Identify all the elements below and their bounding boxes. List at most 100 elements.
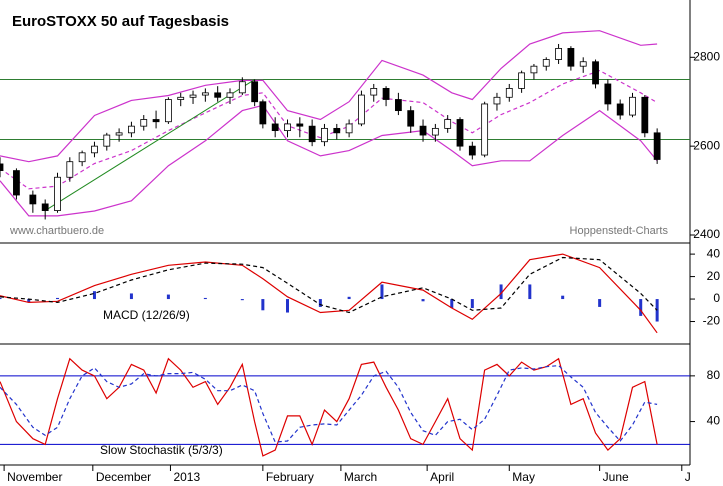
histogram-bar (203, 297, 207, 300)
candle-body (321, 127, 328, 143)
bollinger-band (0, 30, 658, 163)
x-tick-label: June (603, 470, 629, 484)
candle-body (530, 65, 538, 74)
candle-body (407, 110, 415, 127)
candle-body (251, 81, 259, 103)
histogram-bar (380, 284, 384, 300)
candle-body (164, 99, 172, 123)
panel-label: MACD (12/26/9) (103, 308, 190, 322)
candle-body (616, 103, 624, 116)
histogram-bar (639, 299, 643, 316)
histogram-bar (470, 299, 474, 309)
candle-body (333, 127, 341, 134)
candle-body (201, 92, 209, 96)
candle-body (431, 127, 439, 136)
histogram-bar (598, 299, 602, 307)
candle-body (518, 72, 526, 89)
histogram-bar (240, 299, 244, 301)
bollinger-band (0, 69, 658, 190)
candle-body (13, 170, 20, 196)
indicator-line (0, 256, 658, 314)
indicator-line (0, 357, 658, 457)
y-tick-label: 2400 (693, 227, 720, 241)
candle-body (41, 203, 49, 211)
candle-body (152, 119, 160, 123)
histogram-bar (0, 297, 2, 300)
candle-body (468, 145, 476, 156)
candle-body (345, 123, 353, 134)
indicator-line (0, 253, 658, 334)
candle-body (604, 83, 612, 105)
x-tick-label: J (685, 470, 691, 484)
histogram-bar (421, 299, 425, 302)
candle-body (579, 61, 587, 67)
candle-body (284, 123, 291, 132)
histogram-bar (27, 299, 31, 303)
candle-body (419, 125, 427, 136)
chart-title: EuroSTOXX 50 auf Tagesbasis (12, 13, 229, 30)
bollinger-band (0, 104, 658, 217)
candle-body (271, 123, 279, 132)
candle-body (115, 132, 123, 136)
trend-line (44, 79, 255, 211)
candle-body (653, 132, 661, 160)
candle-body (177, 96, 185, 100)
candle-body (370, 88, 378, 96)
x-tick-label: February (266, 470, 314, 484)
histogram-bar (56, 297, 59, 300)
candle-body (66, 161, 74, 178)
candle-body (481, 103, 489, 156)
candle-body (542, 59, 550, 67)
y-tick-label: 80 (707, 368, 721, 382)
source-note: www.chartbuero.de (9, 225, 104, 237)
candle-body (54, 176, 61, 211)
candle-body (29, 194, 37, 205)
y-tick-label: -20 (703, 314, 721, 328)
candle-body (592, 61, 599, 85)
candle-body (456, 119, 464, 147)
candle-body (382, 88, 390, 100)
x-tick-label: 2013 (173, 470, 200, 484)
candle-body (296, 123, 304, 127)
candle-body (103, 134, 111, 147)
histogram-bar (450, 299, 454, 309)
y-tick-label: 0 (713, 291, 720, 305)
candle-body (259, 101, 267, 125)
histogram-bar (261, 299, 265, 311)
candle-body (214, 92, 222, 98)
y-tick-label: 40 (707, 246, 721, 260)
histogram-bar (528, 284, 532, 300)
y-tick-label: 2600 (693, 138, 720, 152)
candle-body (444, 119, 452, 129)
source-note: Hoppenstedt-Charts (570, 225, 669, 237)
candle-body (189, 94, 197, 98)
histogram-bar (166, 294, 170, 300)
candle-body (128, 125, 135, 134)
candle-body (238, 81, 246, 94)
candle-body (555, 48, 562, 60)
candle-body (629, 96, 636, 116)
x-tick-label: November (7, 470, 62, 484)
histogram-bar (655, 299, 659, 322)
y-tick-label: 20 (707, 269, 721, 283)
candle-body (505, 88, 513, 98)
histogram-bar (129, 293, 133, 300)
histogram-bar (286, 299, 289, 313)
histogram-bar (499, 284, 503, 300)
y-tick-label: 40 (707, 414, 721, 428)
candle-body (641, 96, 649, 134)
candle-body (226, 92, 234, 98)
candle-body (358, 94, 365, 125)
x-tick-label: May (512, 470, 535, 484)
candle-body (567, 48, 575, 67)
y-tick-label: 2800 (693, 49, 720, 63)
x-tick-label: March (344, 470, 377, 484)
candle-body (140, 119, 148, 127)
histogram-bar (561, 295, 565, 300)
candle-body (493, 96, 501, 105)
candle-body (0, 163, 4, 171)
histogram-bar (318, 299, 322, 307)
histogram-bar (92, 291, 96, 300)
x-tick-label: December (96, 470, 151, 484)
